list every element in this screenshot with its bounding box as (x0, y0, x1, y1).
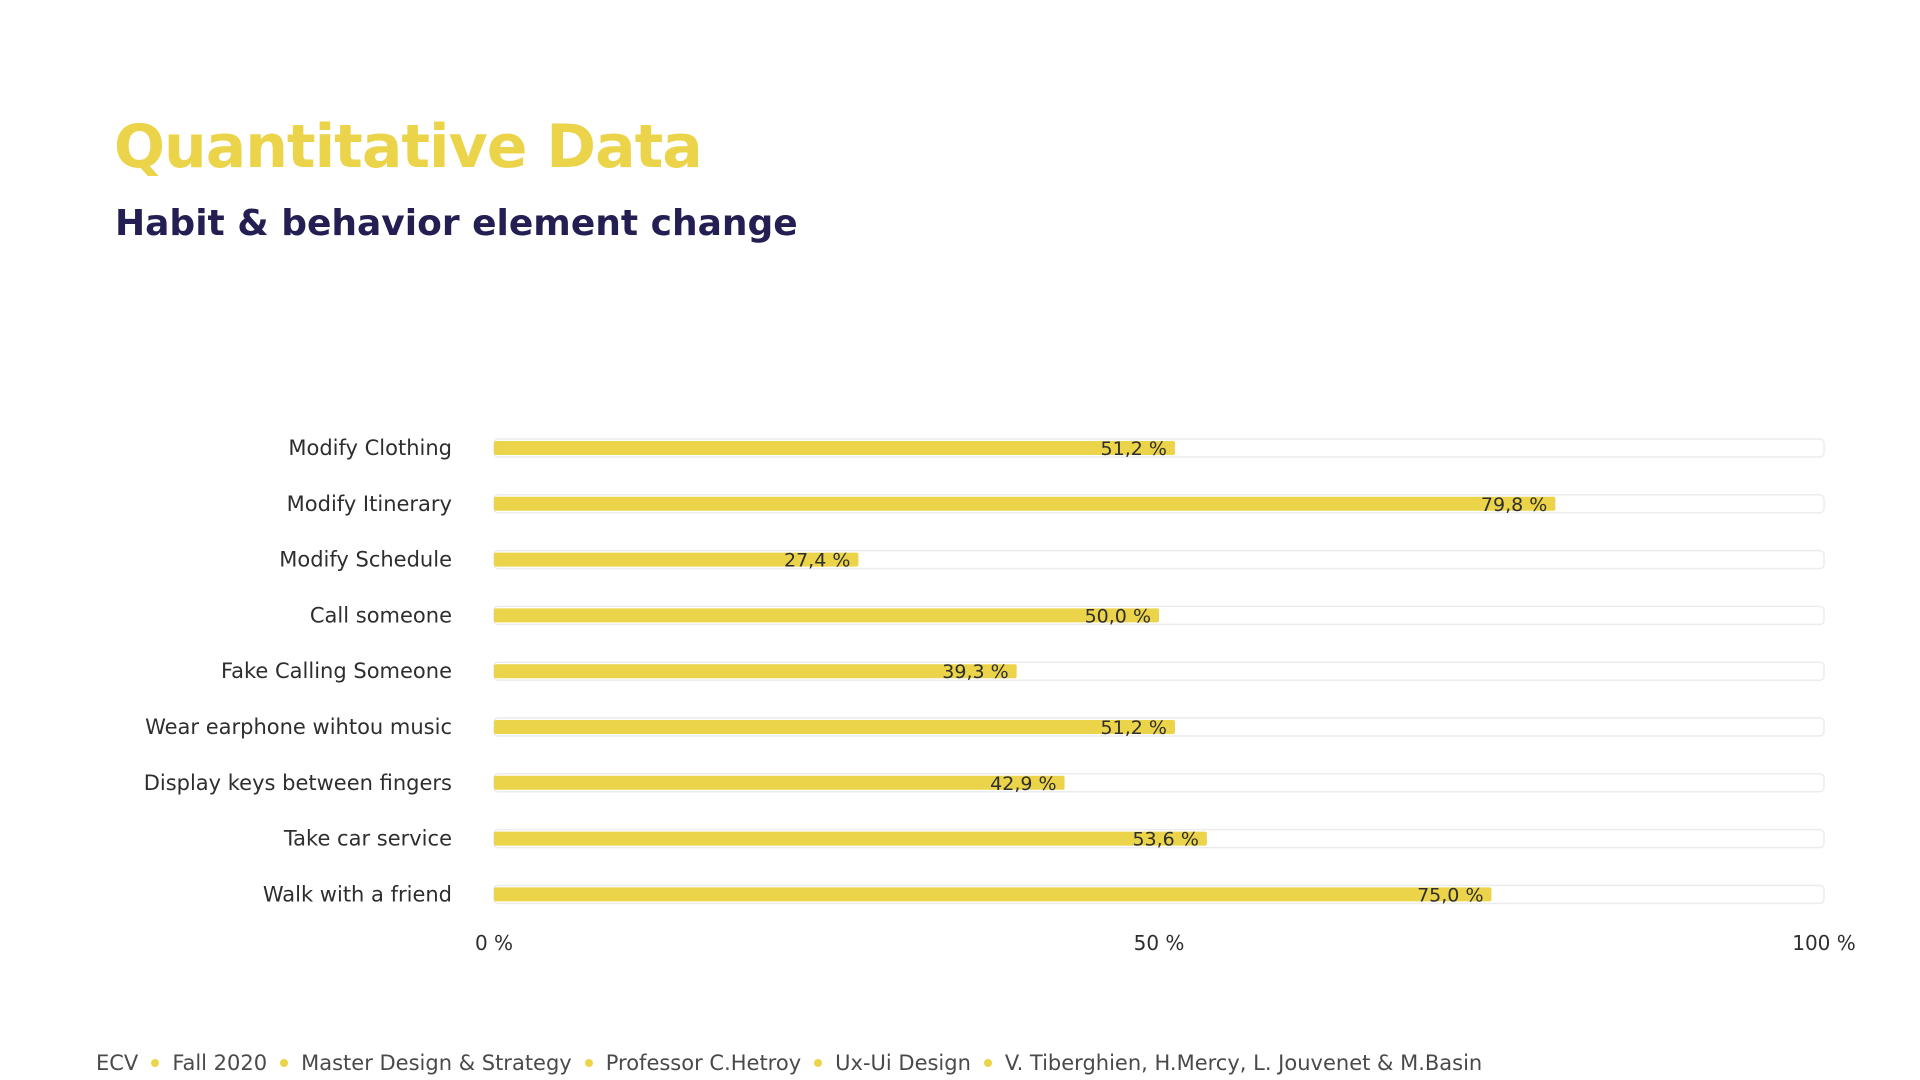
bar-value-label: 39,3 % (942, 661, 1008, 683)
bar (494, 608, 1159, 623)
bar (494, 887, 1492, 902)
footer: ECV Fall 2020 Master Design & Strategy Prof… (96, 1051, 1482, 1075)
bar-value-label: 53,6 % (1132, 829, 1198, 851)
bar (494, 552, 859, 567)
separator-dot-icon (280, 1059, 289, 1067)
category-label: Modify Itinerary (287, 492, 452, 516)
separator-dot-icon (983, 1059, 992, 1067)
bar-value-label: 75,0 % (1417, 884, 1483, 906)
category-label: Display keys between fingers (144, 771, 452, 795)
separator-dot-icon (584, 1059, 593, 1067)
page-subtitle: Habit & behavior element change (115, 203, 798, 244)
bar (494, 441, 1175, 455)
bar-value-label: 79,8 % (1481, 494, 1547, 516)
footer-item: ECV (96, 1051, 139, 1075)
x-tick-label: 0 % (475, 931, 513, 955)
bar-value-label: 42,9 % (990, 773, 1056, 795)
bar-chart: Modify Clothing 51,2 % Modify Itinerary 79,… (144, 436, 1856, 955)
category-label: Wear earphone wihtou music (145, 715, 452, 739)
bar-value-label: 51,2 % (1101, 438, 1167, 460)
bar-value-label: 51,2 % (1101, 717, 1167, 739)
category-label: Call someone (310, 603, 452, 627)
x-tick-label: 50 % (1134, 931, 1185, 955)
category-label: Modify Schedule (279, 548, 452, 572)
separator-dot-icon (814, 1059, 823, 1067)
bar (494, 496, 1556, 511)
footer-item: Master Design & Strategy (301, 1051, 572, 1075)
separator-dot-icon (151, 1059, 160, 1067)
category-label: Modify Clothing (288, 436, 452, 460)
x-tick-label: 100 % (1792, 931, 1856, 955)
bar-value-label: 27,4 % (784, 550, 850, 572)
bar-value-label: 50,0 % (1085, 605, 1151, 627)
category-label: Walk with a friend (263, 882, 452, 906)
bar (494, 664, 1017, 679)
footer-item: Ux-Ui Design (835, 1051, 971, 1075)
bar (494, 831, 1207, 846)
category-label: Fake Calling Someone (221, 659, 452, 683)
footer-item: Fall 2020 (172, 1051, 268, 1075)
footer-item: V. Tiberghien, H.Mercy, L. Jouvenet & M.… (1004, 1051, 1483, 1075)
footer-item: Professor C.Hetroy (605, 1051, 802, 1075)
page-title: Quantitative Data (114, 112, 703, 182)
category-label: Take car service (283, 827, 452, 851)
bar (494, 720, 1175, 734)
bar (494, 775, 1065, 790)
